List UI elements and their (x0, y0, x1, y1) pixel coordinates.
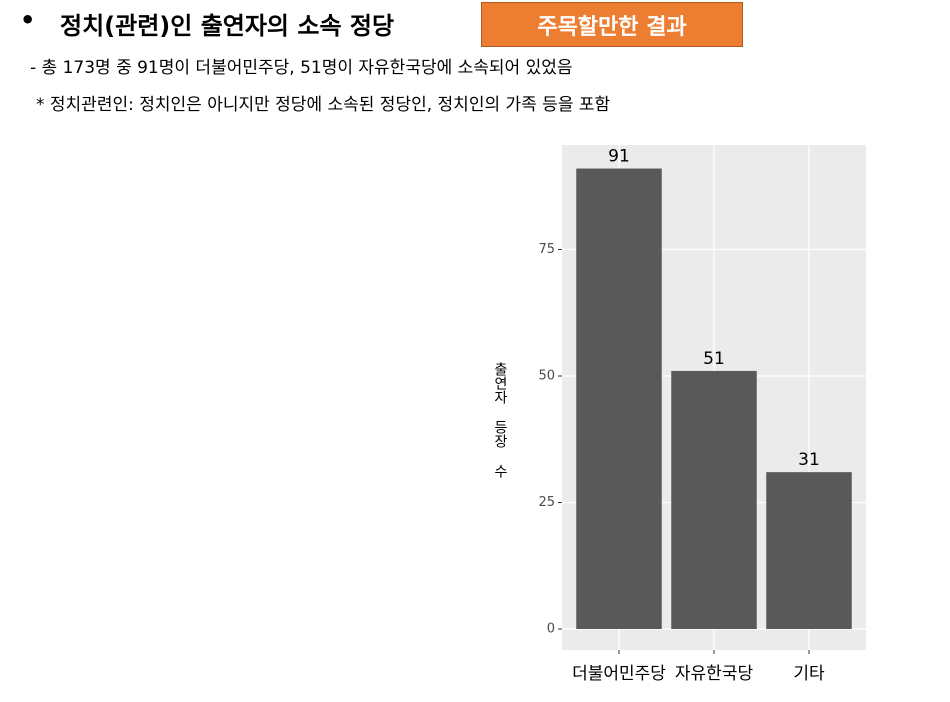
bar (576, 168, 662, 630)
note: - 총 173명 중 91명이 더불어민주당, 51명이 자유한국당에 소속되어… (30, 58, 573, 78)
y-tick-label: 0 (547, 622, 555, 637)
x-tick-label: 더불어민주당 (572, 664, 666, 684)
bar (766, 472, 852, 630)
value-label: 31 (798, 450, 820, 470)
badge: 주목할만한 결과 (481, 2, 743, 47)
x-tick-label: 기타 (793, 664, 825, 684)
note: * 정치관련인: 정치인은 아니지만 정당에 소속된 정당인, 정치인의 가족 … (36, 95, 611, 115)
y-tick-label: 50 (538, 368, 555, 383)
bullet: • (20, 6, 36, 34)
value-label: 51 (703, 349, 725, 369)
y-tick-label: 25 (538, 495, 555, 510)
bar (671, 370, 757, 630)
y-tick-label: 75 (538, 242, 555, 257)
slide-title: 정치(관련)인 출연자의 소속 정당 (60, 12, 395, 40)
y-axis-label: 출연자 등장 수 (492, 362, 508, 478)
value-label: 91 (608, 147, 630, 167)
x-tick-label: 자유한국당 (675, 664, 754, 684)
